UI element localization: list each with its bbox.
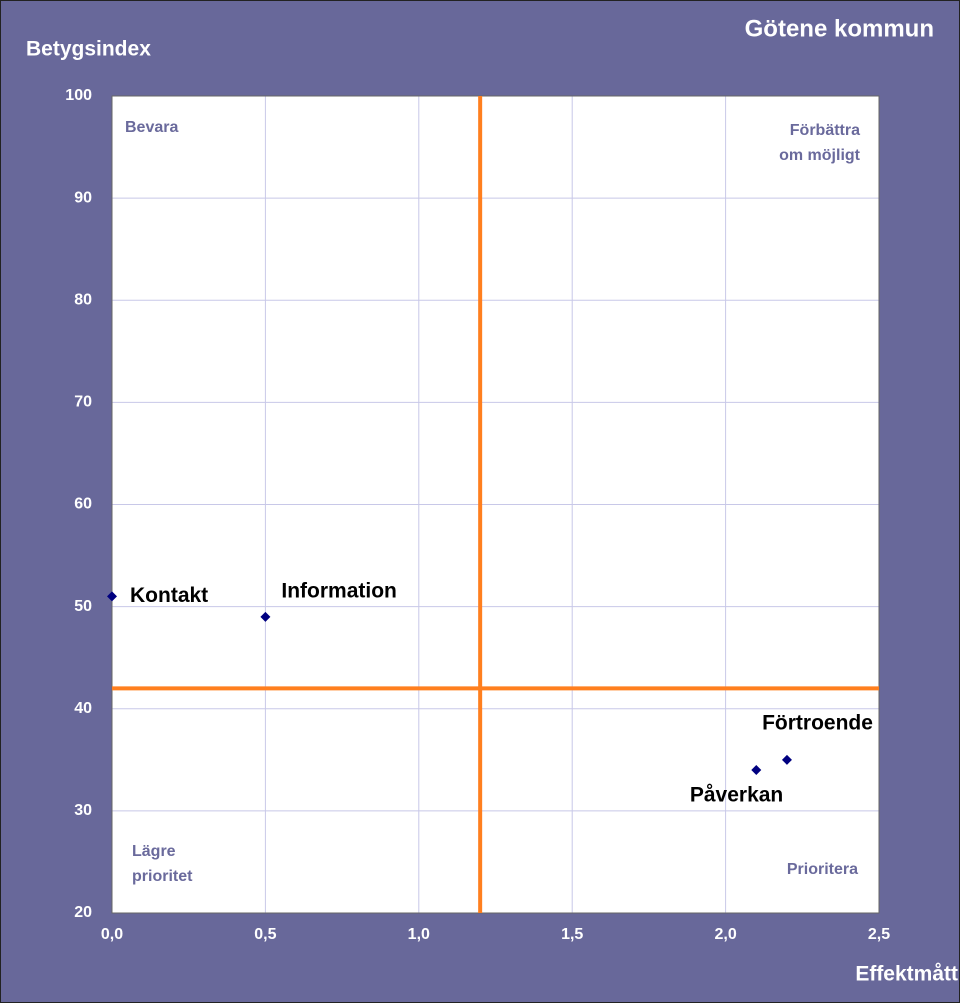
x-axis-label: Effektmått xyxy=(855,963,958,986)
quadrant-label: prioritet xyxy=(132,868,193,885)
chart-title: Götene kommun xyxy=(745,15,934,42)
quadrant-label: Bevara xyxy=(125,119,178,136)
point-label: Påverkan xyxy=(690,784,783,807)
point xyxy=(781,754,792,765)
y-axis-label: Betygsindex xyxy=(26,38,151,61)
y-tick-label: 80 xyxy=(74,291,92,308)
point-label: Information xyxy=(281,579,397,602)
x-tick-label: 0,5 xyxy=(254,926,276,943)
quadrant-label: Förbättra xyxy=(790,122,860,139)
y-tick-label: 40 xyxy=(74,700,92,717)
x-tick-label: 2,0 xyxy=(714,926,736,943)
y-tick-label: 90 xyxy=(74,189,92,206)
quadrant-label: Prioritera xyxy=(787,861,858,878)
x-tick-label: 1,5 xyxy=(561,926,583,943)
y-tick-label: 20 xyxy=(74,904,92,921)
x-tick-label: 1,0 xyxy=(408,926,430,943)
y-tick-label: 100 xyxy=(65,87,92,104)
plot-border xyxy=(111,95,880,914)
point-label: Kontakt xyxy=(130,584,208,607)
point xyxy=(107,591,117,602)
point-label: Förtroende xyxy=(762,711,873,734)
y-tick-label: 50 xyxy=(74,598,92,615)
point xyxy=(260,611,271,622)
x-tick-label: 0,0 xyxy=(101,926,123,943)
y-tick-label: 30 xyxy=(74,802,92,819)
y-tick-label: 70 xyxy=(74,394,92,411)
point xyxy=(751,765,762,776)
y-tick-label: 60 xyxy=(74,496,92,513)
quadrant-label: Lägre xyxy=(132,843,176,860)
quadrant-label: om möjligt xyxy=(779,147,861,164)
x-tick-label: 2,5 xyxy=(868,926,890,943)
